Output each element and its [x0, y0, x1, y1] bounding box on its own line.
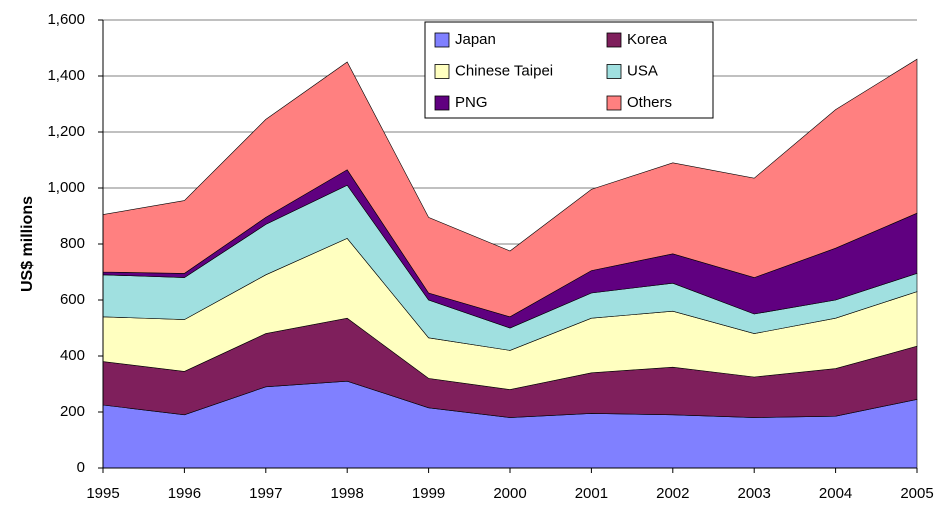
y-axis-label: US$ millions — [19, 196, 36, 292]
legend: Japan Korea Chinese Taipei USA PNG Others — [424, 21, 714, 119]
legend-label: Chinese Taipei — [455, 62, 553, 79]
legend-label: Others — [627, 94, 672, 111]
legend-swatch — [606, 64, 622, 79]
y-tick-label: 600 — [60, 291, 85, 308]
legend-swatch — [606, 95, 622, 111]
y-tick-label: 0 — [77, 459, 85, 476]
legend-swatch — [434, 32, 450, 48]
y-tick-label: 200 — [60, 403, 85, 420]
axes: 0 200 400 600 800 1,000 1,200 1,400 1,600 1995 199… — [47, 11, 933, 502]
x-tick-label: 1999 — [412, 485, 445, 502]
area — [102, 58, 918, 318]
legend-label: Korea — [627, 31, 668, 48]
y-tick-label: 1,200 — [47, 123, 85, 140]
legend-label: Japan — [455, 31, 496, 48]
x-tick-label: 1997 — [249, 485, 282, 502]
y-tick-label: 1,000 — [47, 179, 85, 196]
legend-swatch — [434, 64, 450, 79]
legend-label: PNG — [455, 94, 488, 111]
x-tick-label: 2005 — [900, 485, 933, 502]
x-tick-label: 2000 — [493, 485, 526, 502]
areas — [102, 58, 918, 469]
x-tick-label: 2004 — [819, 485, 852, 502]
x-tick-label: 1996 — [168, 485, 201, 502]
legend-label: USA — [627, 62, 658, 79]
legend-swatch — [434, 95, 450, 111]
legend-box — [424, 21, 714, 119]
y-tick-label: 400 — [60, 347, 85, 364]
x-tick-label: 2002 — [656, 485, 689, 502]
x-tick-label: 1995 — [86, 485, 119, 502]
y-tick-label: 800 — [60, 235, 85, 252]
x-tick-label: 2001 — [575, 485, 608, 502]
y-tick-label: 1,600 — [47, 11, 85, 28]
x-tick-label: 2003 — [738, 485, 771, 502]
y-tick-label: 1,400 — [47, 67, 85, 84]
x-tick-label: 1998 — [331, 485, 364, 502]
legend-swatch — [606, 32, 622, 48]
